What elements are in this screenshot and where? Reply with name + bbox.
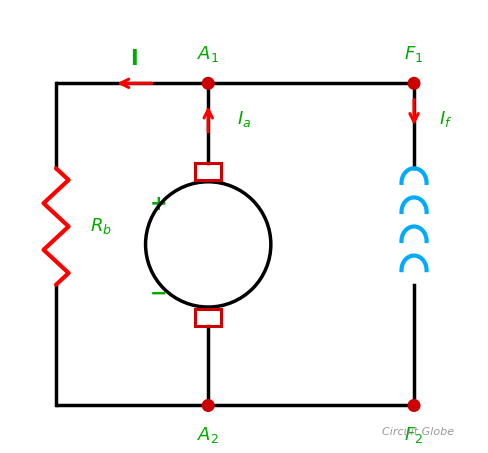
Text: $R_b$: $R_b$	[90, 217, 112, 236]
Text: $F_1$: $F_1$	[405, 44, 424, 64]
Text: $A_2$: $A_2$	[197, 424, 219, 444]
Text: $F_2$: $F_2$	[405, 424, 424, 444]
Text: Circuit Globe: Circuit Globe	[382, 427, 454, 437]
Text: $I_a$: $I_a$	[237, 109, 251, 129]
Bar	[195, 163, 221, 179]
Circle shape	[408, 400, 420, 411]
Bar	[195, 309, 221, 326]
Circle shape	[203, 400, 214, 411]
Text: +: +	[150, 194, 168, 214]
Text: −: −	[150, 284, 168, 304]
Text: $I_f$: $I_f$	[439, 109, 452, 129]
Circle shape	[203, 77, 214, 89]
Text: $A_1$: $A_1$	[197, 44, 219, 64]
Circle shape	[408, 77, 420, 89]
Text: I: I	[131, 49, 138, 69]
